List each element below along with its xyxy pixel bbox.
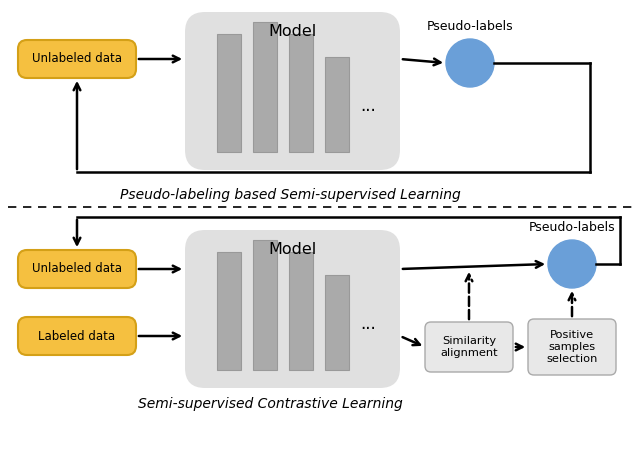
Bar [289, 34, 312, 152]
Bar [216, 252, 241, 370]
Text: Model: Model [268, 24, 317, 39]
Circle shape [548, 240, 596, 288]
FancyBboxPatch shape [18, 317, 136, 355]
Bar [216, 34, 241, 152]
Text: Pseudo-labels: Pseudo-labels [529, 221, 615, 234]
Bar [253, 240, 276, 370]
Text: ...: ... [360, 315, 376, 333]
Circle shape [446, 39, 494, 87]
FancyBboxPatch shape [528, 319, 616, 375]
Bar [253, 22, 276, 152]
Text: ...: ... [360, 97, 376, 115]
Text: Labeled data: Labeled data [38, 329, 116, 343]
FancyBboxPatch shape [185, 230, 400, 388]
Text: Unlabeled data: Unlabeled data [32, 262, 122, 276]
Text: Model: Model [268, 242, 317, 257]
Text: Pseudo-labels: Pseudo-labels [427, 20, 513, 33]
Bar [324, 57, 349, 152]
Text: Semi-supervised Contrastive Learning: Semi-supervised Contrastive Learning [138, 397, 403, 411]
FancyBboxPatch shape [18, 250, 136, 288]
Bar [289, 252, 312, 370]
FancyBboxPatch shape [425, 322, 513, 372]
Text: Similarity
alignment: Similarity alignment [440, 336, 498, 358]
Bar [324, 275, 349, 370]
FancyBboxPatch shape [18, 40, 136, 78]
Text: Pseudo-labeling based Semi-supervised Learning: Pseudo-labeling based Semi-supervised Le… [120, 188, 460, 202]
Text: Positive
samples
selection: Positive samples selection [547, 330, 598, 364]
Text: Unlabeled data: Unlabeled data [32, 53, 122, 65]
FancyBboxPatch shape [185, 12, 400, 170]
